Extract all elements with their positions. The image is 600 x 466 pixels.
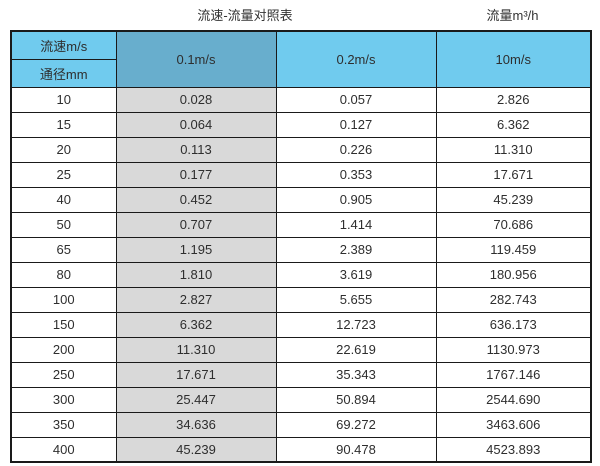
table-row: 200 11.310 22.619 1130.973 [10, 336, 592, 363]
table-row: 15 0.064 0.127 6.362 [10, 111, 592, 138]
flow-value-cell: 0.452 [115, 186, 277, 213]
table-row: 80 1.810 3.619 180.956 [10, 261, 592, 288]
flow-value-cell: 35.343 [275, 361, 437, 388]
flow-value-cell: 180.956 [435, 261, 592, 288]
flow-value-cell: 69.272 [275, 411, 437, 438]
table-row: 150 6.362 12.723 636.173 [10, 311, 592, 338]
flow-value-cell: 3.619 [275, 261, 437, 288]
table-row: 25 0.177 0.353 17.671 [10, 161, 592, 188]
flow-value-cell: 50.894 [275, 386, 437, 413]
table-row: 300 25.447 50.894 2544.690 [10, 386, 592, 413]
flow-value-cell: 34.636 [115, 411, 277, 438]
diameter-cell: 65 [10, 236, 117, 263]
flow-value-cell: 3463.606 [435, 411, 592, 438]
corner-diameter-label: 通径mm [10, 58, 117, 88]
table-header: 流速m/s 0.1m/s 0.2m/s 10m/s 通径mm [10, 30, 592, 88]
table-row: 250 17.671 35.343 1767.146 [10, 361, 592, 388]
flow-value-cell: 0.905 [275, 186, 437, 213]
flow-value-cell: 4523.893 [435, 436, 592, 463]
diameter-cell: 80 [10, 261, 117, 288]
table-title: 流速-流量对照表 [197, 8, 293, 23]
table-row: 10 0.028 0.057 2.826 [10, 86, 592, 113]
diameter-cell: 40 [10, 186, 117, 213]
table-row: 40 0.452 0.905 45.239 [10, 186, 592, 213]
flow-value-cell: 5.655 [275, 286, 437, 313]
velocity-column-header: 0.2m/s [275, 30, 437, 88]
header-row-velocity: 流速m/s 0.1m/s 0.2m/s 10m/s [10, 30, 592, 88]
flow-value-cell: 0.127 [275, 111, 437, 138]
table-row: 65 1.195 2.389 119.459 [10, 236, 592, 263]
diameter-cell: 10 [10, 86, 117, 113]
header-row-diameter: 通径mm [10, 58, 591, 88]
diameter-cell: 25 [10, 161, 117, 188]
diameter-cell: 50 [10, 211, 117, 238]
flow-value-cell: 22.619 [275, 336, 437, 363]
flow-value-cell: 1.195 [115, 236, 277, 263]
diameter-cell: 250 [10, 361, 117, 388]
table-row: 50 0.707 1.414 70.686 [10, 211, 592, 238]
flow-value-cell: 1.414 [275, 211, 437, 238]
flow-value-cell: 17.671 [435, 161, 592, 188]
flow-value-cell: 0.057 [275, 86, 437, 113]
flow-value-cell: 11.310 [435, 136, 592, 163]
diameter-cell: 350 [10, 411, 117, 438]
flow-value-cell: 2.826 [435, 86, 592, 113]
flow-value-cell: 2.827 [115, 286, 277, 313]
flow-value-cell: 636.173 [435, 311, 592, 338]
diameter-cell: 300 [10, 386, 117, 413]
flow-value-cell: 0.707 [115, 211, 277, 238]
flow-value-cell: 6.362 [115, 311, 277, 338]
velocity-column-header: 0.1m/s [115, 30, 277, 88]
flow-value-cell: 0.226 [275, 136, 437, 163]
diameter-cell: 400 [10, 436, 117, 463]
diameter-cell: 20 [10, 136, 117, 163]
flow-value-cell: 6.362 [435, 111, 592, 138]
flow-value-cell: 282.743 [435, 286, 592, 313]
flow-value-cell: 70.686 [435, 211, 592, 238]
table-row: 350 34.636 69.272 3463.606 [10, 411, 592, 438]
flow-value-cell: 1130.973 [435, 336, 592, 363]
flow-velocity-table: 流速m/s 0.1m/s 0.2m/s 10m/s 通径mm 10 0.028 0.05… [10, 30, 592, 463]
table-row: 100 2.827 5.655 282.743 [10, 286, 592, 313]
diameter-cell: 100 [10, 286, 117, 313]
flow-value-cell: 1767.146 [435, 361, 592, 388]
flow-value-cell: 2.389 [275, 236, 437, 263]
flow-value-cell: 25.447 [115, 386, 277, 413]
flow-value-cell: 0.028 [115, 86, 277, 113]
table-row: 20 0.113 0.226 11.310 [10, 136, 592, 163]
flow-value-cell: 90.478 [275, 436, 437, 463]
titlebar: 流速-流量对照表 流量m³/h [0, 0, 600, 26]
flow-value-cell: 12.723 [275, 311, 437, 338]
table-body: 10 0.028 0.057 2.826 15 0.064 0.127 6.362 20 0.11… [10, 86, 592, 463]
corner-flow-velocity-label: 流速m/s [10, 30, 117, 60]
flow-unit-label: 流量m³/h [486, 8, 539, 23]
flow-value-cell: 17.671 [115, 361, 277, 388]
diameter-cell: 15 [10, 111, 117, 138]
flow-value-cell: 11.310 [115, 336, 277, 363]
velocity-column-header: 10m/s [435, 30, 592, 88]
flow-value-cell: 45.239 [435, 186, 592, 213]
flow-value-cell: 45.239 [115, 436, 277, 463]
flow-value-cell: 0.113 [115, 136, 277, 163]
flow-value-cell: 2544.690 [435, 386, 592, 413]
flow-value-cell: 119.459 [435, 236, 592, 263]
table-row: 400 45.239 90.478 4523.893 [10, 436, 592, 463]
diameter-cell: 150 [10, 311, 117, 338]
flow-value-cell: 1.810 [115, 261, 277, 288]
diameter-cell: 200 [10, 336, 117, 363]
flow-value-cell: 0.064 [115, 111, 277, 138]
flow-value-cell: 0.353 [275, 161, 437, 188]
flow-value-cell: 0.177 [115, 161, 277, 188]
